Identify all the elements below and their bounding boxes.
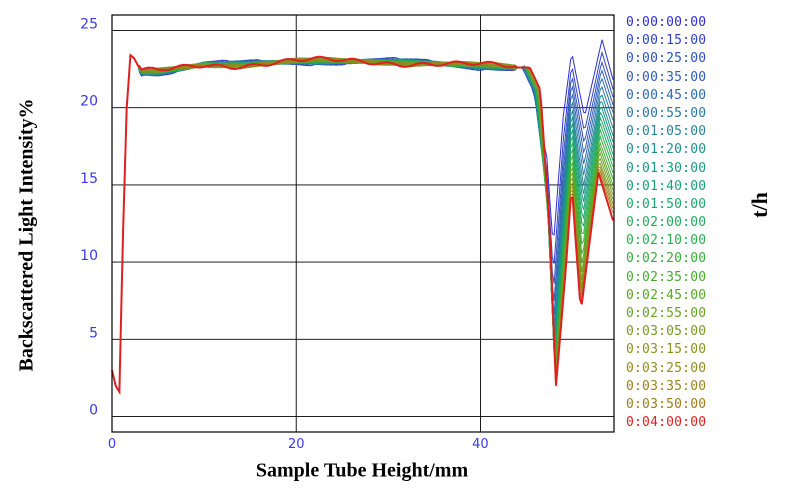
y-tick-label: 20 [80, 94, 98, 110]
legend-entry: 0:01:40:00 [626, 178, 707, 194]
legend-entry: 0:03:05:00 [626, 324, 707, 340]
series-group [111, 39, 615, 396]
y-tick-label: 0 [89, 403, 98, 419]
legend-entry: 0:01:05:00 [626, 124, 707, 140]
y-tick-label: 15 [80, 171, 98, 187]
legend-entry: 0:00:55:00 [626, 105, 707, 121]
legend-entry: 0:01:50:00 [626, 196, 707, 212]
legend-entry: 0:02:00:00 [626, 215, 707, 231]
legend-entry: 0:00:35:00 [626, 69, 707, 85]
series-line-0-04-00-00 [111, 53, 615, 396]
legend-entry: 0:03:50:00 [626, 396, 707, 412]
legend-entry: 0:02:55:00 [626, 306, 707, 321]
legend: 0:00:00:00 0:00:15:00 0:00:25:00 0:00:35:00… [626, 14, 706, 432]
x-tick-label: 0 [108, 437, 116, 452]
tick-labels: 0 20 40 0 5 10 15 20 25 [80, 16, 489, 452]
x-tick-label: 40 [472, 437, 489, 452]
plot-frame [111, 14, 615, 433]
legend-entry: 0:03:25:00 [626, 360, 707, 376]
y-tick-label: 5 [89, 325, 98, 341]
legend-entry: 0:01:20:00 [626, 142, 707, 158]
grid [111, 15, 614, 432]
legend-entry: 0:00:25:00 [626, 51, 707, 67]
x-tick-label: 20 [288, 437, 305, 452]
legend-entry: 0:01:30:00 [626, 160, 707, 176]
legend-title: t/h [747, 192, 772, 218]
legend-entry: 0:02:35:00 [626, 269, 707, 285]
y-tick-label: 25 [80, 16, 98, 32]
legend-entry: 0:02:10:00 [626, 233, 707, 249]
legend-entry: 0:00:15:00 [626, 33, 707, 49]
series-line-0-02-10-00 [111, 54, 614, 394]
y-axis-title: Backscattered Light Intensity% [15, 98, 38, 372]
legend-entry: 0:03:35:00 [626, 378, 707, 394]
legend-entry: 0:00:00:00 [626, 15, 707, 30]
legend-entry: 0:03:15:00 [626, 342, 707, 358]
legend-entry: 0:02:20:00 [626, 251, 707, 267]
y-tick-label: 10 [80, 248, 98, 264]
legend-entry: 0:00:45:00 [626, 87, 707, 103]
legend-entry: 0:02:45:00 [626, 287, 707, 303]
legend-entry: 0:04:00:00 [626, 415, 707, 431]
x-axis-title: Sample Tube Height/mm [255, 459, 469, 482]
